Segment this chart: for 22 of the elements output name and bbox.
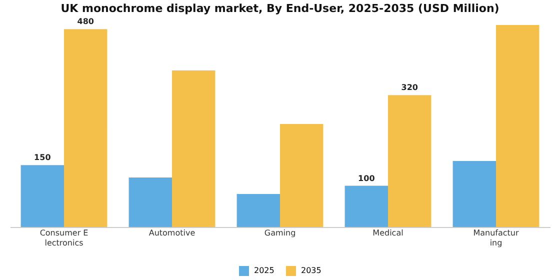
chart-title: UK monochrome display market, By End-User, 2025-2035 (USD Million) [60,2,500,16]
bar [64,29,108,227]
data-label: 480 [77,17,94,26]
data-label: 320 [401,83,418,92]
x-tick-label: Automotive [148,228,196,238]
x-tick-label: Manufactur ing [473,228,520,248]
bar [172,70,216,227]
x-tick-label: Gaming [264,228,296,238]
bar [452,161,496,227]
bar [280,124,324,227]
bar [344,186,388,227]
data-label: 150 [34,153,52,162]
x-tick-label: Consumer E lectronics [40,228,88,248]
bar [496,25,540,227]
legend-label: 2035 [301,266,322,275]
data-label: 100 [358,174,376,183]
bar [128,178,172,227]
bar [388,95,432,227]
legend-label: 2025 [254,266,274,275]
bar [236,194,280,227]
bar [20,165,64,227]
x-tick-label: Medical [372,228,404,238]
